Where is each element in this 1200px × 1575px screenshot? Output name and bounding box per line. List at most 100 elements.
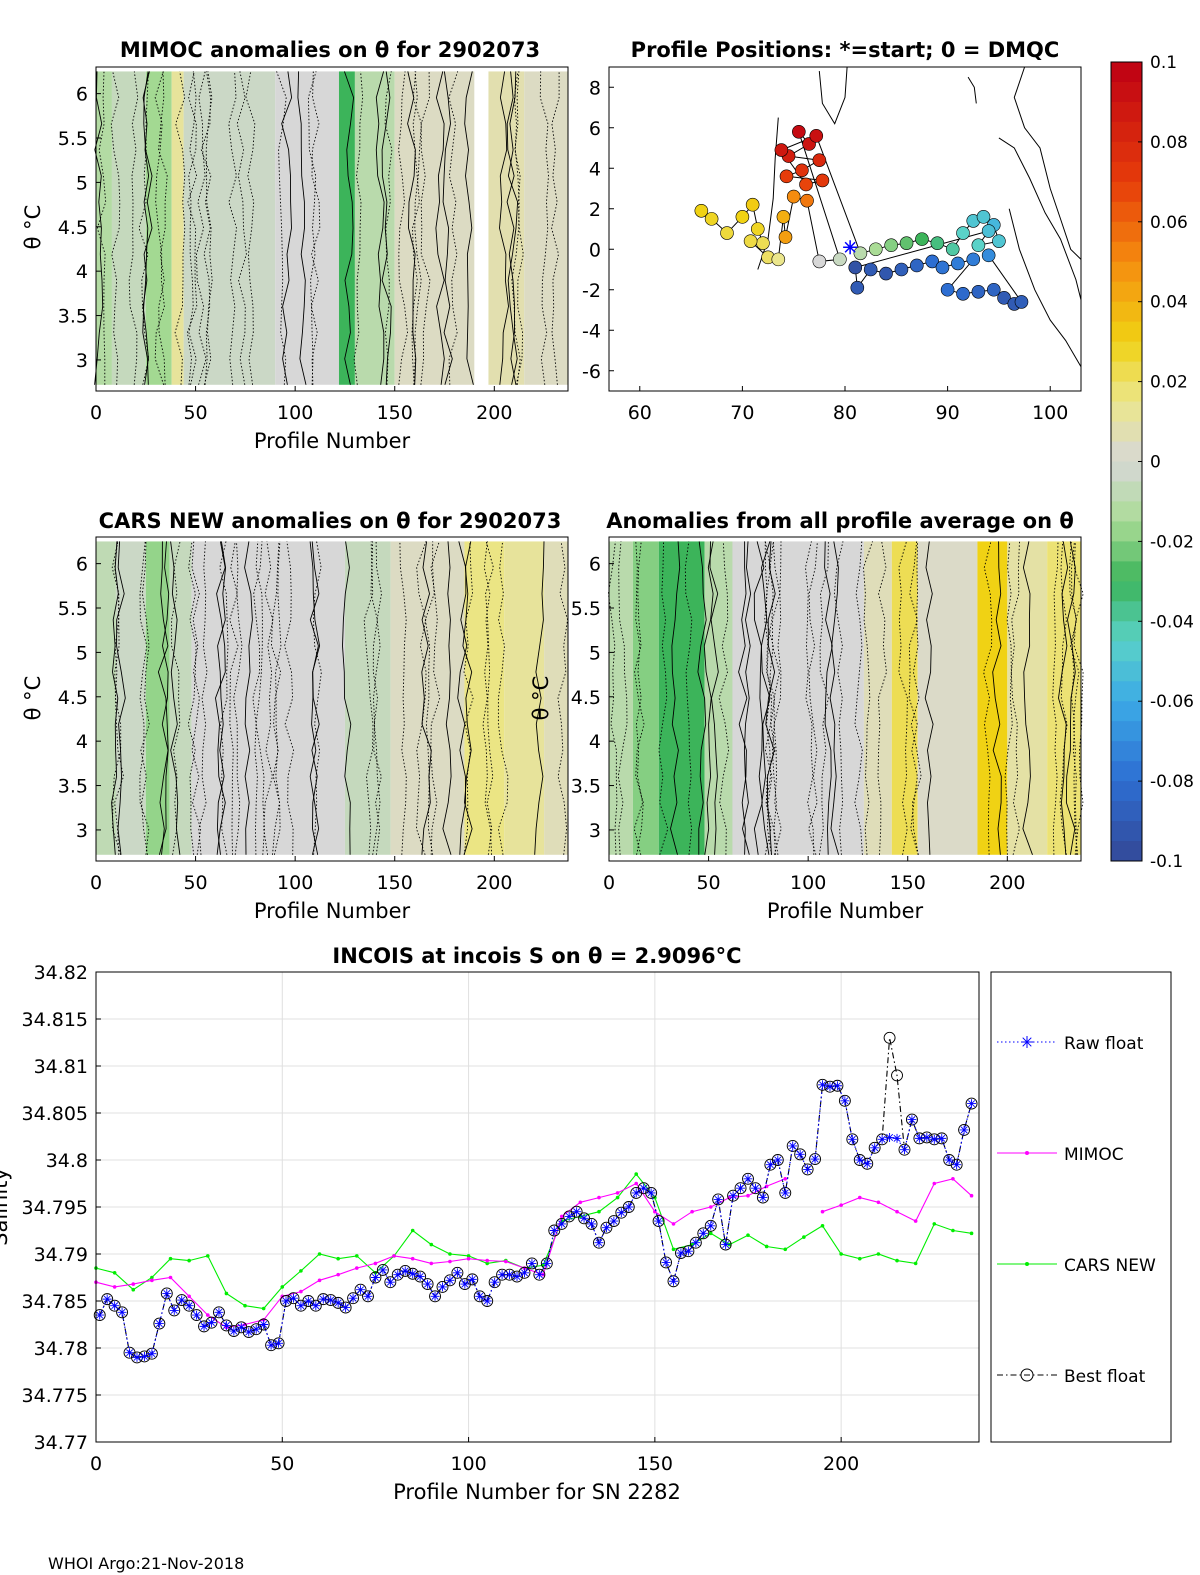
colorbar: 0.1 0.08 0.06 0.04 0.02 0 -0.02 -0.04 -0.06 -0.08… — [1110, 53, 1194, 872]
raw-float-point — [654, 1216, 664, 1226]
mimoc-axes-box — [95, 66, 569, 392]
mimoc-point — [392, 1254, 396, 1258]
cars-new-point — [802, 1235, 806, 1239]
colorbar-segment — [1111, 321, 1142, 343]
raw-float-point — [110, 1301, 120, 1311]
mimoc-contour — [228, 71, 237, 385]
average-contour — [833, 541, 844, 855]
profile-position-point — [735, 210, 750, 224]
cars-contour — [482, 541, 493, 855]
colorbar-segment — [1111, 721, 1142, 742]
incois-panel: INCOIS at incois S on θ = 2.9096°C Profi… — [0, 944, 1172, 1504]
average-contour — [854, 541, 863, 855]
positions-ytick-label: -4 — [582, 320, 601, 342]
raw-float-point — [870, 1143, 880, 1153]
best-float-point — [645, 1186, 658, 1199]
best-float-point — [443, 1274, 456, 1287]
mimoc-point — [895, 1209, 899, 1214]
cars-band — [115, 541, 146, 855]
cars-panel: CARS NEW anomalies on θ for 2902073 Prof… — [21, 509, 569, 923]
cars-new-point — [746, 1233, 750, 1237]
mimoc-contour — [307, 71, 317, 385]
cars-xtick-label: 150 — [377, 872, 413, 894]
best-float-point — [93, 1309, 106, 1322]
cars-new-point — [951, 1228, 955, 1233]
profile-position-point — [848, 260, 863, 275]
average-ytick-label: 6 — [589, 554, 601, 576]
profile-position-point — [868, 242, 883, 257]
colorbar-segment — [1111, 301, 1142, 323]
positions-axes-box — [608, 66, 1082, 392]
mimoc-contour — [310, 71, 321, 385]
colorbar-segment — [1111, 381, 1142, 403]
cars-contour — [219, 541, 229, 855]
raw-float-point — [244, 1327, 254, 1337]
mimoc-band — [275, 71, 339, 385]
legend-marker — [1025, 1262, 1029, 1266]
raw-float-point — [907, 1115, 917, 1125]
mimoc-contour — [297, 71, 307, 385]
best-float-point — [555, 1217, 568, 1230]
best-float-point — [891, 1069, 903, 1082]
best-float-point — [727, 1189, 740, 1202]
cars-contour — [485, 541, 494, 855]
legend-label: CARS NEW — [1064, 1256, 1156, 1276]
positions-xtick-label: 100 — [1032, 402, 1068, 424]
mimoc-contour — [398, 71, 408, 385]
cars-new-point — [448, 1252, 452, 1256]
mimoc-contour — [142, 71, 150, 385]
mimoc-contour — [154, 71, 165, 385]
cars-ytick-label: 5.5 — [58, 598, 88, 620]
cars-new-point — [969, 1231, 974, 1236]
incois-ytick-label: 34.78 — [34, 1338, 88, 1360]
average-band — [863, 541, 892, 855]
raw-float-point — [780, 1188, 790, 1198]
average-contour — [877, 541, 887, 855]
cars-new-point — [857, 1256, 862, 1261]
mimoc-contour — [511, 71, 521, 385]
mimoc-band — [171, 71, 184, 385]
mimoc-ytick-label: 4 — [76, 261, 88, 283]
coastline — [818, 66, 848, 125]
cars-new-point — [205, 1254, 210, 1258]
best-float-point — [794, 1148, 807, 1161]
incois-ytick-label: 34.785 — [22, 1291, 88, 1313]
mimoc-contour — [435, 71, 445, 385]
positions-panel: Profile Positions: *=start; 0 = DMQC 60 7… — [582, 38, 1082, 424]
average-contour — [908, 541, 919, 855]
average-contour — [910, 541, 922, 855]
coastline — [1013, 66, 1082, 260]
raw-float-point — [348, 1293, 358, 1303]
average-band — [704, 541, 733, 855]
mimoc-contour — [196, 71, 207, 385]
mimoc-point — [131, 1282, 136, 1286]
raw-float-point — [266, 1340, 276, 1350]
raw-float-point — [117, 1307, 127, 1317]
raw-float-point — [594, 1238, 604, 1248]
colorbar-segment — [1111, 561, 1142, 582]
mimoc-xlabel: Profile Number — [254, 429, 411, 453]
colorbar-segment — [1111, 641, 1142, 662]
cars-new-point — [243, 1303, 247, 1308]
colorbar-tick-label: 0.06 — [1150, 213, 1188, 233]
mimoc-point — [112, 1285, 117, 1289]
profile-position-point — [986, 282, 1001, 297]
raw-float-point — [296, 1301, 306, 1311]
best-float-point — [935, 1132, 948, 1145]
raw-float-point — [609, 1216, 619, 1226]
colorbar-segment — [1111, 781, 1142, 802]
cars-new-point — [112, 1271, 117, 1275]
positions-xtick-label: 80 — [833, 402, 857, 424]
best-float-point — [548, 1224, 561, 1237]
colorbar-segment — [1111, 841, 1142, 862]
cars-new-point — [597, 1209, 601, 1214]
colorbar-tick-label: 0.08 — [1150, 133, 1188, 153]
raw-float-point — [482, 1296, 492, 1306]
mimoc-point — [410, 1256, 415, 1261]
colorbar-segment — [1111, 741, 1142, 762]
best-float-point — [533, 1268, 546, 1281]
cars-new-point — [466, 1254, 471, 1258]
best-float-point — [853, 1154, 866, 1166]
profile-position-point — [778, 230, 793, 244]
cars-new-point — [280, 1285, 285, 1289]
